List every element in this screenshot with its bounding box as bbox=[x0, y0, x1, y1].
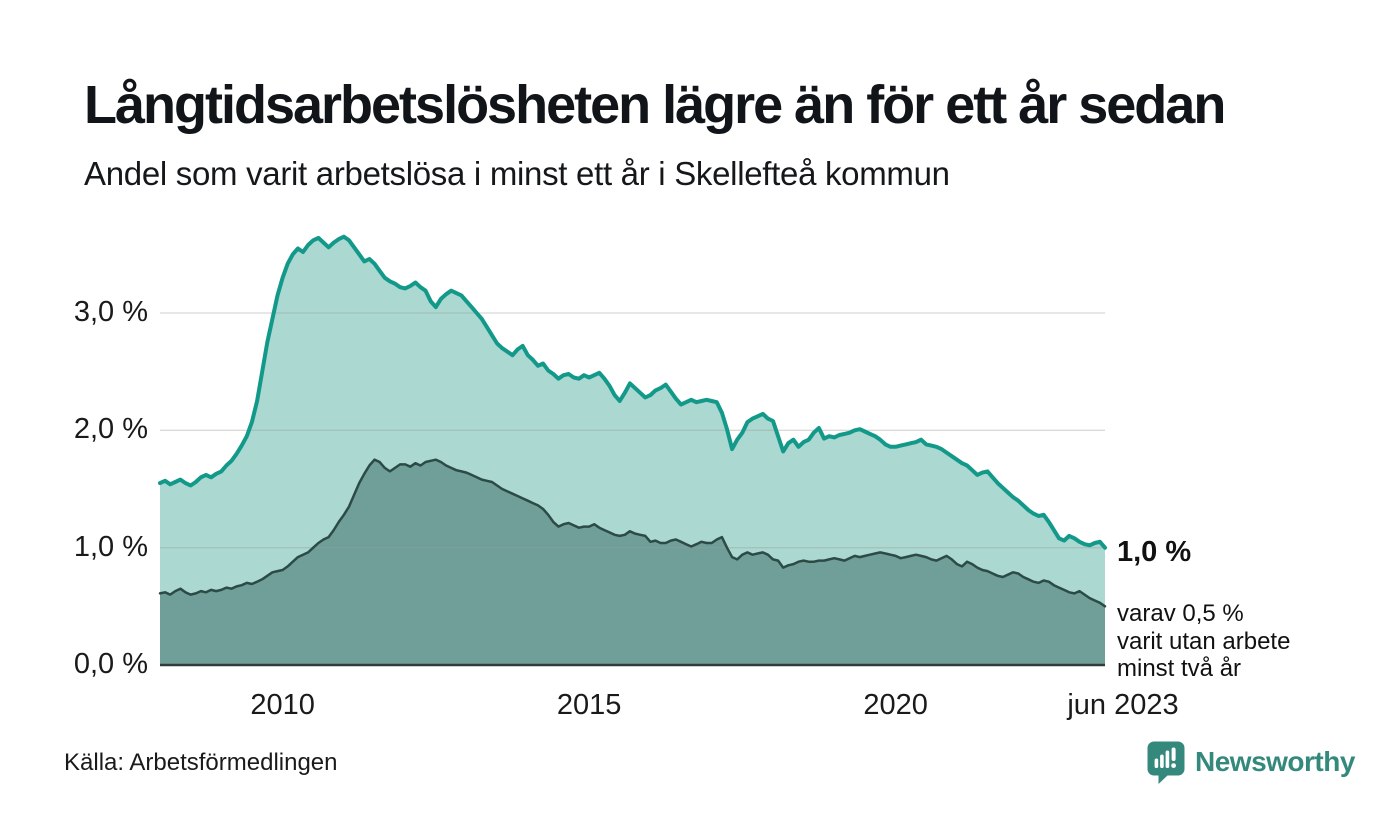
end-sub-line: varit utan arbete bbox=[1117, 627, 1291, 655]
x-axis-label: 2015 bbox=[556, 689, 622, 721]
y-axis-label: 3,0 % bbox=[73, 295, 148, 328]
x-axis-label: 2020 bbox=[863, 689, 928, 721]
line-min-two-years bbox=[158, 458, 1107, 608]
chart-title: Långtidsarbetslösheten lägre än för ett … bbox=[84, 75, 1226, 135]
newsworthy-logo: Newsworthy bbox=[1146, 740, 1355, 784]
gridlines bbox=[160, 312, 1105, 549]
end-sub-annotation: varav 0,5 % varit utan arbete minst två … bbox=[1117, 600, 1290, 683]
newsworthy-wordmark: Newsworthy bbox=[1195, 746, 1355, 777]
y-axis-label: 1,0 % bbox=[73, 530, 148, 563]
chart-subtitle: Andel som varit arbetslösa i minst ett å… bbox=[84, 155, 950, 192]
source-note: Källa: Arbetsförmedlingen bbox=[64, 749, 338, 776]
line-min-one-year bbox=[158, 234, 1107, 550]
x-axis-label: jun 2023 bbox=[1067, 689, 1179, 721]
end-sub-line: minst två år bbox=[1117, 655, 1242, 682]
area-min-two-years bbox=[160, 459, 1105, 665]
bar-chart-exclamation-glyph bbox=[1154, 747, 1176, 768]
y-axis-label: 2,0 % bbox=[73, 413, 148, 446]
x-axis-label: 2010 bbox=[250, 689, 315, 721]
end-sub-line: varav 0,5 % bbox=[1117, 600, 1244, 627]
y-axis-label: 0,0 % bbox=[73, 647, 148, 680]
newsworthy-pin-icon bbox=[1147, 741, 1185, 784]
end-value-label: 1,0 % bbox=[1117, 536, 1192, 568]
